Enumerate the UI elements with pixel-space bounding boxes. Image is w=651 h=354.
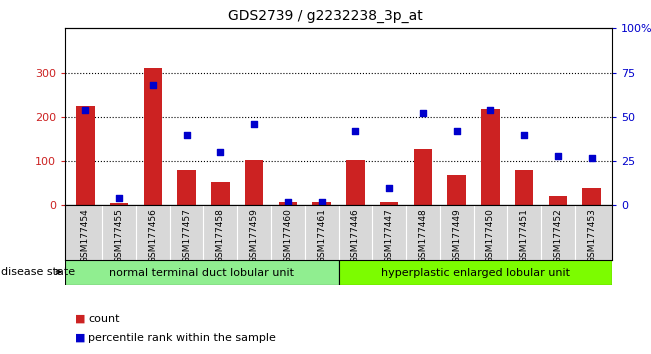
- Text: GSM177448: GSM177448: [419, 208, 428, 263]
- Point: [553, 153, 563, 159]
- Bar: [549, 195, 567, 205]
- Bar: [312, 202, 331, 205]
- Text: disease state: disease state: [1, 267, 76, 277]
- Bar: [339, 260, 612, 285]
- Text: GSM177449: GSM177449: [452, 208, 461, 263]
- Bar: [515, 170, 533, 205]
- Text: GSM177457: GSM177457: [182, 208, 191, 263]
- Bar: [65, 260, 339, 285]
- Text: hyperplastic enlarged lobular unit: hyperplastic enlarged lobular unit: [381, 268, 570, 278]
- Point: [114, 195, 124, 201]
- Text: GDS2739 / g2232238_3p_at: GDS2739 / g2232238_3p_at: [228, 9, 423, 23]
- Bar: [413, 149, 432, 205]
- Point: [182, 132, 192, 137]
- Point: [587, 155, 597, 160]
- Text: count: count: [88, 314, 119, 324]
- Text: GSM177458: GSM177458: [216, 208, 225, 263]
- Text: ■: ■: [75, 333, 85, 343]
- Point: [418, 110, 428, 116]
- Point: [350, 128, 361, 134]
- Point: [283, 199, 293, 205]
- Text: GSM177459: GSM177459: [249, 208, 258, 263]
- Point: [485, 107, 495, 113]
- Bar: [211, 182, 230, 205]
- Bar: [110, 203, 128, 205]
- Text: normal terminal duct lobular unit: normal terminal duct lobular unit: [109, 268, 294, 278]
- Bar: [346, 160, 365, 205]
- Point: [148, 82, 158, 88]
- Text: GSM177453: GSM177453: [587, 208, 596, 263]
- Text: GSM177461: GSM177461: [317, 208, 326, 263]
- Bar: [583, 188, 601, 205]
- Text: GSM177456: GSM177456: [148, 208, 158, 263]
- Text: GSM177446: GSM177446: [351, 208, 360, 263]
- Text: GSM177460: GSM177460: [283, 208, 292, 263]
- Text: percentile rank within the sample: percentile rank within the sample: [88, 333, 276, 343]
- Point: [519, 132, 529, 137]
- Point: [249, 121, 259, 127]
- Bar: [380, 202, 398, 205]
- Point: [215, 149, 226, 155]
- Bar: [481, 109, 500, 205]
- Bar: [447, 175, 466, 205]
- Point: [80, 107, 90, 113]
- Point: [384, 185, 395, 190]
- Text: ■: ■: [75, 314, 85, 324]
- Bar: [245, 160, 264, 205]
- Text: GSM177452: GSM177452: [553, 208, 562, 263]
- Bar: [177, 170, 196, 205]
- Point: [451, 128, 462, 134]
- Point: [316, 199, 327, 205]
- Text: GSM177447: GSM177447: [385, 208, 394, 263]
- Bar: [279, 202, 297, 205]
- Text: GSM177451: GSM177451: [519, 208, 529, 263]
- Text: GSM177455: GSM177455: [115, 208, 124, 263]
- Bar: [76, 106, 94, 205]
- Text: GSM177450: GSM177450: [486, 208, 495, 263]
- Text: GSM177454: GSM177454: [81, 208, 90, 263]
- Bar: [144, 68, 162, 205]
